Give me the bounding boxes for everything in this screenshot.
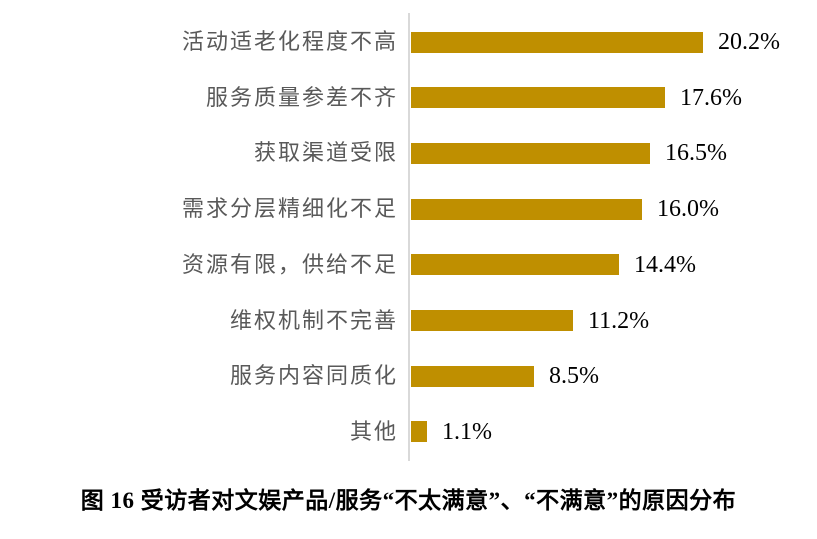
category-label: 资源有限，供给不足: [181, 251, 398, 277]
chart-row: 其他 1.1%: [0, 404, 817, 460]
bar: [411, 87, 665, 109]
value-label: 11.2%: [588, 307, 650, 334]
category-label: 需求分层精细化不足: [181, 196, 398, 222]
category-label: 维权机制不完善: [229, 307, 398, 333]
bar-chart: 活动适老化程度不高 20.2% 服务质量参差不齐 17.6% 获取渠道受限 16.5% 需求…: [0, 13, 817, 461]
value-label: 20.2%: [718, 29, 780, 55]
value-label: 8.5%: [549, 363, 599, 390]
value-label: 17.6%: [680, 84, 742, 111]
category-label: 活动适老化程度不高: [181, 29, 398, 54]
category-label: 服务质量参差不齐: [205, 84, 398, 110]
bar: [411, 254, 619, 276]
value-label: 1.1%: [442, 418, 492, 445]
value-label: 16.0%: [657, 196, 719, 223]
chart-row: 服务质量参差不齐 17.6%: [0, 70, 817, 126]
category-label: 服务内容同质化: [229, 363, 398, 389]
chart-row: 服务内容同质化 8.5%: [0, 348, 817, 404]
value-label: 14.4%: [634, 251, 696, 278]
bar: [411, 310, 573, 331]
bar: [411, 142, 650, 164]
bar: [411, 198, 642, 220]
chart-row: 获取渠道受限 16.5%: [0, 125, 817, 181]
bar: [411, 365, 534, 387]
bar: [411, 31, 703, 53]
category-label: 获取渠道受限: [253, 140, 398, 166]
chart-row: 资源有限，供给不足 14.4%: [0, 237, 817, 293]
bar: [411, 421, 427, 443]
chart-row: 活动适老化程度不高 20.2%: [0, 14, 817, 70]
chart-row: 需求分层精细化不足 16.0%: [0, 181, 817, 237]
value-label: 16.5%: [665, 140, 727, 167]
y-axis-line: [408, 13, 410, 461]
category-label: 其他: [349, 418, 398, 444]
chart-caption: 图 16 受访者对文娱产品/服务“不太满意”、“不满意”的原因分布: [80, 488, 737, 513]
chart-row: 维权机制不完善 11.2%: [0, 293, 817, 349]
